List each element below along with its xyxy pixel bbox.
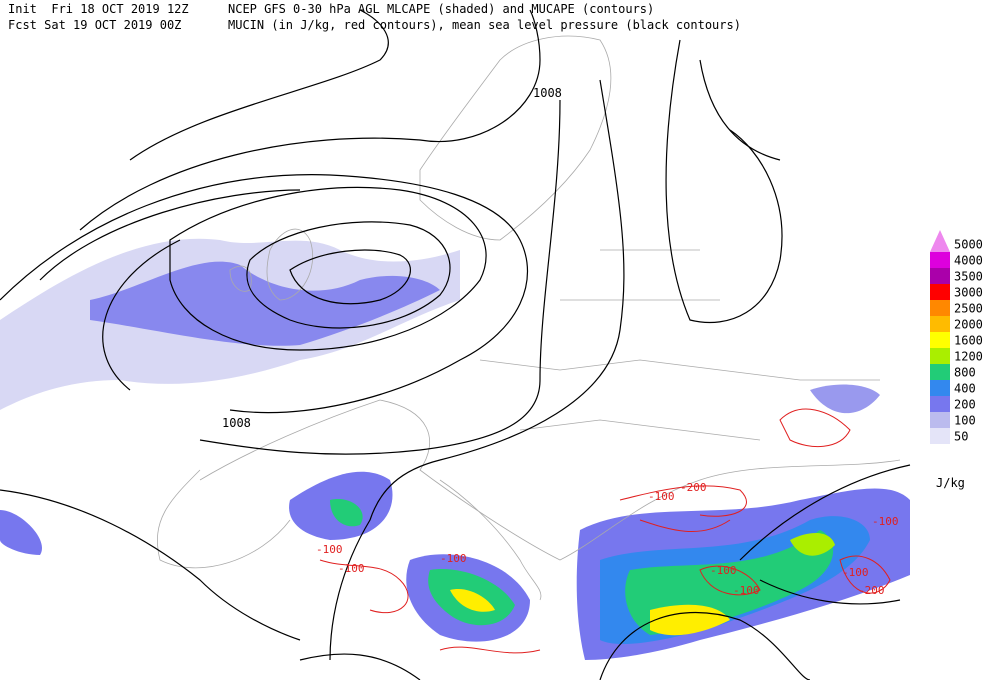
legend-label: 1600 xyxy=(954,334,983,348)
legend-label: 100 xyxy=(954,414,976,428)
legend-unit: J/kg xyxy=(936,476,965,490)
legend-swatch xyxy=(930,332,950,348)
legend-label: 5000 xyxy=(954,238,983,252)
contour-labels: 1008 1008 -100 -100 -100 -200 -100 -100 … xyxy=(222,86,899,597)
legend-label: 200 xyxy=(954,398,976,412)
legend-label: 3000 xyxy=(954,286,983,300)
legend-label: 400 xyxy=(954,382,976,396)
legend-swatch xyxy=(930,300,950,316)
cin-label: -200 xyxy=(858,584,885,597)
cin-label: -100 xyxy=(733,584,760,597)
cape-shading xyxy=(0,238,910,660)
cin-label: -100 xyxy=(710,564,737,577)
legend-label: 2500 xyxy=(954,302,983,316)
legend-swatch xyxy=(930,284,950,300)
map-subtitle: MUCIN (in J/kg, red contours), mean sea … xyxy=(228,18,741,32)
legend-label: 4000 xyxy=(954,254,983,268)
legend-swatch xyxy=(930,396,950,412)
legend-swatch xyxy=(930,348,950,364)
map-title: NCEP GFS 0-30 hPa AGL MLCAPE (shaded) an… xyxy=(228,2,654,16)
isobar-label: 1008 xyxy=(222,416,251,430)
coastlines xyxy=(157,35,901,601)
legend: J/kg 5000 4000 3500 3000 2500 2000 1600 1200 800… xyxy=(930,230,983,490)
legend-swatch xyxy=(930,316,950,332)
legend-swatch xyxy=(930,230,950,252)
cin-label: -200 xyxy=(680,481,707,494)
legend-label: 3500 xyxy=(954,270,983,284)
cin-label: -100 xyxy=(648,490,675,503)
cin-label: -100 xyxy=(440,552,467,565)
cin-label: -100 xyxy=(316,543,343,556)
cin-contours xyxy=(319,408,891,654)
legend-swatch xyxy=(930,380,950,396)
legend-swatch xyxy=(930,364,950,380)
cin-label: -100 xyxy=(338,562,365,575)
init-time: Init Fri 18 OCT 2019 12Z xyxy=(8,2,189,16)
cin-label: -100 xyxy=(872,515,899,528)
legend-label: 1200 xyxy=(954,350,983,364)
legend-swatch xyxy=(930,412,950,428)
isobar-label: 1008 xyxy=(533,86,562,100)
legend-label: 50 xyxy=(954,430,968,444)
legend-swatch xyxy=(930,268,950,284)
legend-label: 2000 xyxy=(954,318,983,332)
legend-swatch xyxy=(930,428,950,444)
cin-label: -100 xyxy=(842,566,869,579)
legend-label: 800 xyxy=(954,366,976,380)
pressure-contours xyxy=(0,9,911,680)
forecast-time: Fcst Sat 19 OCT 2019 00Z xyxy=(8,18,181,32)
legend-swatch xyxy=(930,252,950,268)
